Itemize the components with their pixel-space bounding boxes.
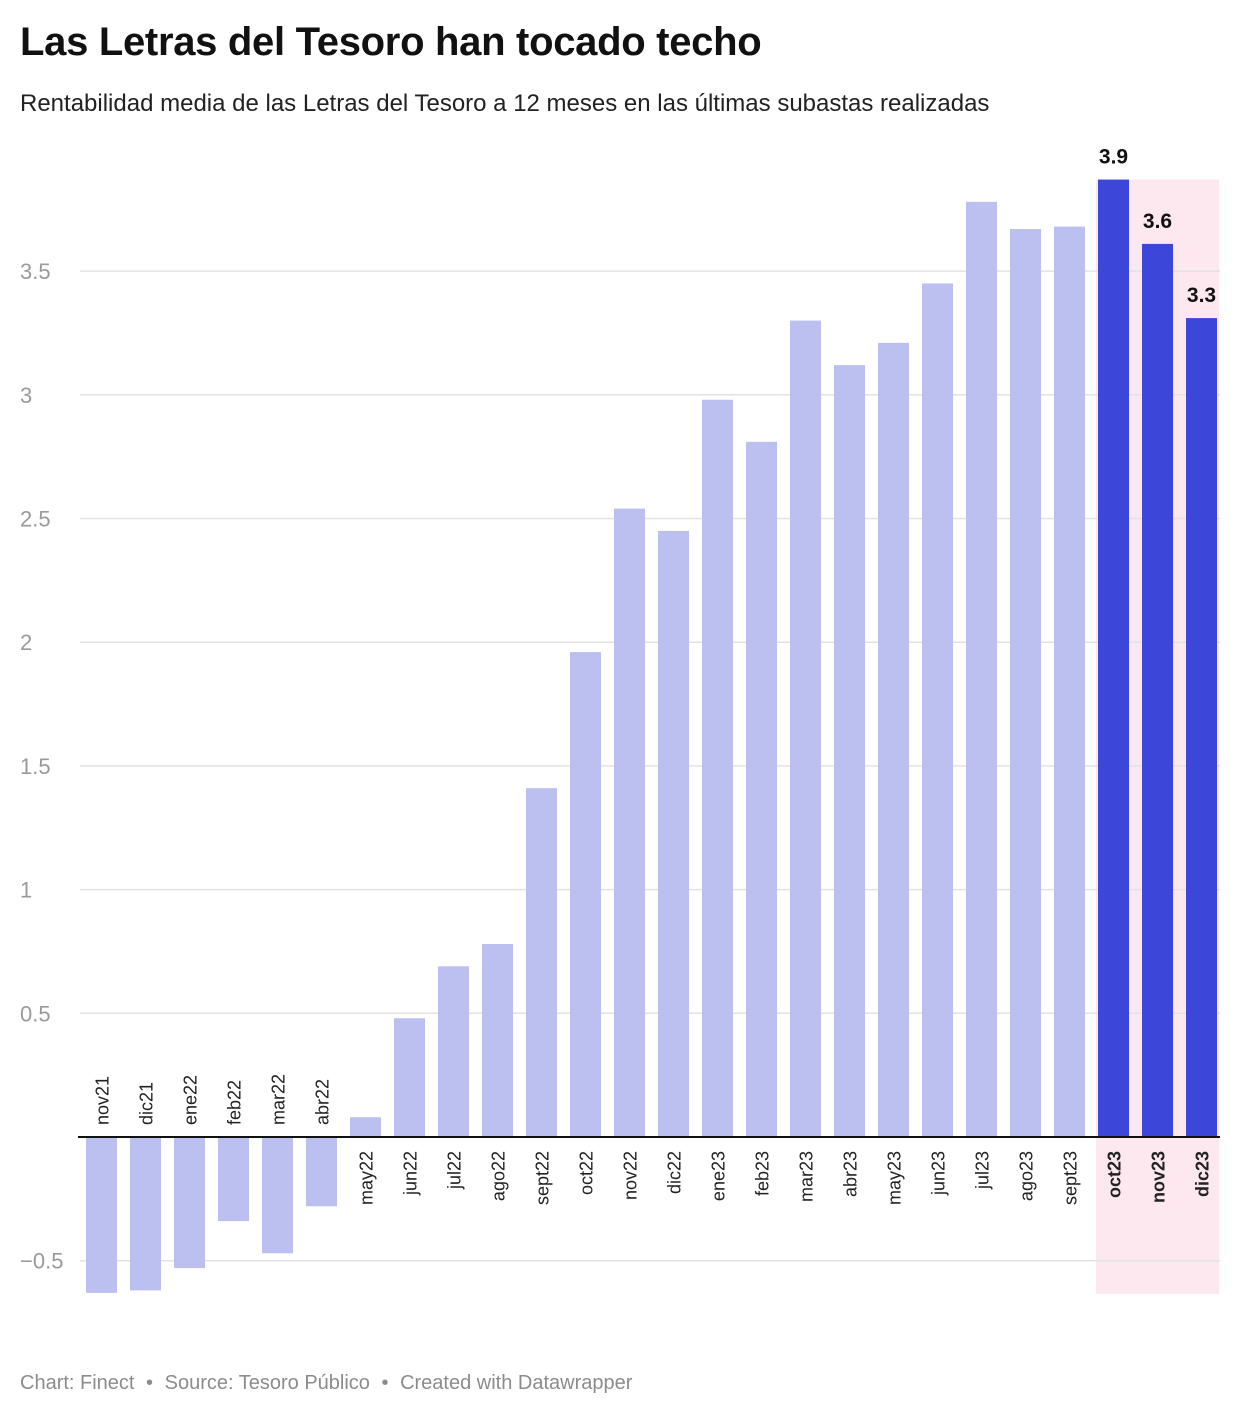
- footer-separator: •: [146, 1372, 154, 1394]
- x-tick-label: may23: [885, 1151, 905, 1205]
- x-tick-label: mar23: [797, 1151, 817, 1202]
- y-tick-label: −0.5: [20, 1249, 63, 1274]
- x-tick-label: dic21: [137, 1082, 157, 1125]
- bar-jul22: [438, 966, 469, 1137]
- footer-separator: •: [381, 1372, 389, 1394]
- bar-nov23: [1142, 243, 1173, 1138]
- bar-sept22: [526, 788, 557, 1137]
- bar-oct22: [570, 652, 601, 1137]
- bar-abr23: [834, 365, 865, 1137]
- bar-feb23: [746, 441, 777, 1137]
- bar-dic22: [658, 530, 689, 1137]
- x-tick-label: dic23: [1193, 1151, 1213, 1197]
- y-tick-label: 1.5: [20, 754, 51, 779]
- x-tick-label: sept22: [533, 1151, 553, 1205]
- bar-feb22: [218, 1137, 249, 1222]
- data-label-oct23: 3.9: [1099, 146, 1128, 169]
- x-tick-label: oct23: [1105, 1151, 1125, 1198]
- bar-may22: [350, 1117, 381, 1137]
- y-tick-label: 3.5: [20, 259, 51, 284]
- x-tick-label: jun23: [929, 1151, 949, 1196]
- x-tick-label: jul23: [973, 1151, 993, 1190]
- bar-dic21: [130, 1137, 161, 1291]
- chart-footer: Chart: Finect • Source: Tesoro Público •…: [20, 1372, 632, 1395]
- x-tick-label: abr22: [313, 1079, 333, 1125]
- bar-ene22: [174, 1137, 205, 1269]
- y-tick-label: 3: [20, 383, 32, 408]
- y-tick-label: 1: [20, 878, 32, 903]
- x-tick-label: may22: [357, 1151, 377, 1205]
- x-tick-label: sept23: [1061, 1151, 1081, 1205]
- chart-subtitle: Rentabilidad media de las Letras del Tes…: [20, 90, 990, 117]
- x-tick-label: ene22: [181, 1075, 201, 1125]
- x-tick-label: jul22: [445, 1151, 465, 1190]
- x-tick-label: ene23: [709, 1151, 729, 1201]
- bar-ene23: [702, 399, 733, 1137]
- bar-oct23: [1098, 179, 1129, 1137]
- bar-mar23: [790, 320, 821, 1138]
- x-tick-label: nov21: [93, 1076, 113, 1125]
- bar-sept23: [1054, 226, 1085, 1137]
- x-tick-label: oct22: [577, 1151, 597, 1195]
- bar-nov21: [86, 1137, 117, 1293]
- bar-mar22: [262, 1137, 293, 1254]
- x-tick-label: mar22: [269, 1074, 289, 1125]
- bar-jul23: [966, 201, 997, 1137]
- x-tick-label: dic22: [665, 1151, 685, 1194]
- x-tick-label: feb22: [225, 1080, 245, 1125]
- bar-abr22: [306, 1137, 337, 1207]
- y-tick-label: 0.5: [20, 1001, 51, 1026]
- x-tick-label: ago22: [489, 1151, 509, 1201]
- x-tick-label: nov22: [621, 1151, 641, 1200]
- chart-title: Las Letras del Tesoro han tocado techo: [20, 20, 762, 64]
- footer-chart-credit: Chart: Finect: [20, 1372, 135, 1394]
- footer-created-with: Created with Datawrapper: [400, 1372, 633, 1394]
- bar-ago22: [482, 944, 513, 1137]
- x-tick-label: nov23: [1149, 1151, 1169, 1203]
- bar-dic23: [1186, 318, 1217, 1138]
- data-label-nov23: 3.6: [1143, 210, 1172, 233]
- bar-nov22: [614, 508, 645, 1137]
- x-tick-label: feb23: [753, 1151, 773, 1196]
- x-tick-label: abr23: [841, 1151, 861, 1197]
- bar-jun22: [394, 1018, 425, 1137]
- bar-ago23: [1010, 229, 1041, 1138]
- x-tick-label: ago23: [1017, 1151, 1037, 1201]
- footer-source: Source: Tesoro Público: [164, 1372, 370, 1394]
- y-tick-label: 2: [20, 630, 32, 655]
- bar-may23: [878, 342, 909, 1137]
- y-tick-label: 2.5: [20, 507, 51, 532]
- bar-jun23: [922, 283, 953, 1138]
- data-label-dic23: 3.3: [1187, 284, 1216, 307]
- x-tick-label: jun22: [401, 1151, 421, 1196]
